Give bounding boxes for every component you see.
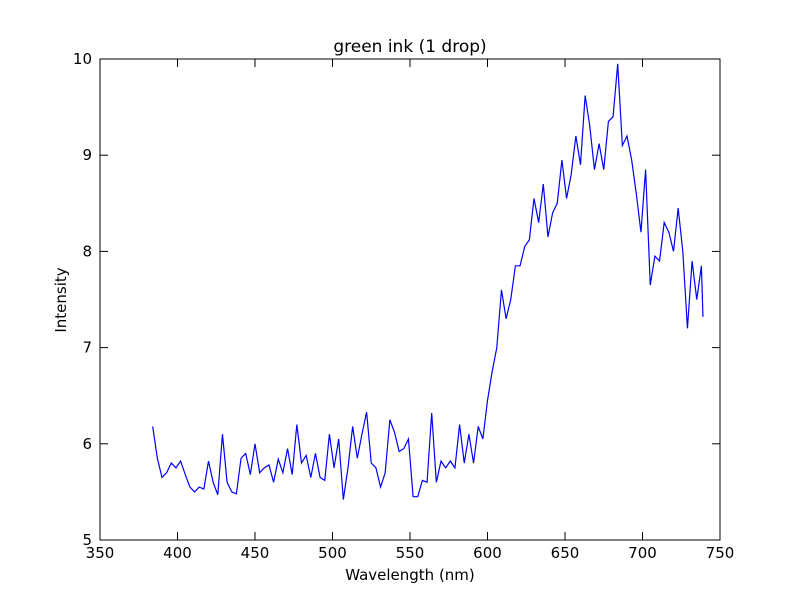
x-tick-label: 550 bbox=[396, 544, 425, 562]
chart-title: green ink (1 drop) bbox=[333, 37, 486, 57]
x-axis-label: Wavelength (nm) bbox=[345, 566, 475, 584]
x-tick-label: 450 bbox=[241, 544, 270, 562]
y-tick-label: 7 bbox=[82, 339, 92, 357]
plot-frame bbox=[99, 58, 721, 541]
x-tick-label: 600 bbox=[473, 544, 502, 562]
y-tick-label: 6 bbox=[82, 435, 92, 453]
y-tick-label: 5 bbox=[82, 531, 92, 549]
y-tick-label: 10 bbox=[73, 50, 92, 68]
y-tick-label: 9 bbox=[82, 146, 92, 164]
data-line bbox=[152, 63, 704, 500]
x-tick-label: 700 bbox=[628, 544, 657, 562]
x-tick-label: 500 bbox=[318, 544, 347, 562]
x-tick-label: 400 bbox=[163, 544, 192, 562]
y-axis-label: Intensity bbox=[52, 267, 70, 332]
x-tick-label: 350 bbox=[86, 544, 115, 562]
x-tick-label: 750 bbox=[706, 544, 735, 562]
y-tick-label: 8 bbox=[82, 242, 92, 260]
x-tick-label: 650 bbox=[551, 544, 580, 562]
